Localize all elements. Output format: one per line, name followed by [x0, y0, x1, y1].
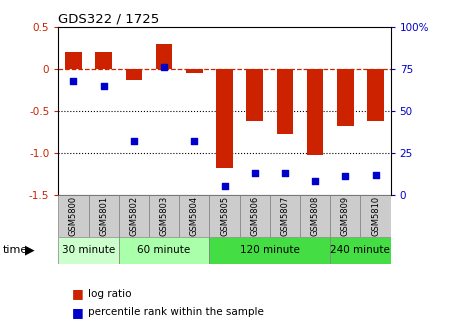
Point [191, 138, 198, 144]
Bar [156, 44, 172, 69]
Bar [209, 237, 330, 264]
Text: GSM5810: GSM5810 [371, 196, 380, 236]
Text: GSM5803: GSM5803 [159, 196, 168, 236]
Point [100, 83, 107, 88]
Bar [209, 195, 240, 237]
Bar [126, 69, 142, 80]
Point [342, 174, 349, 179]
Text: time: time [2, 245, 27, 255]
Bar [58, 195, 88, 237]
Point [312, 179, 319, 184]
Text: GSM5807: GSM5807 [281, 196, 290, 236]
Text: ■: ■ [72, 288, 84, 300]
Text: percentile rank within the sample: percentile rank within the sample [88, 307, 264, 318]
Text: GSM5805: GSM5805 [220, 196, 229, 236]
Text: ■: ■ [72, 306, 84, 319]
Bar [119, 195, 149, 237]
Point [221, 184, 228, 189]
Text: 120 minute: 120 minute [240, 245, 300, 255]
Text: log ratio: log ratio [88, 289, 131, 299]
Bar [65, 52, 82, 69]
Bar [330, 237, 391, 264]
Bar [361, 195, 391, 237]
Text: GSM5809: GSM5809 [341, 196, 350, 236]
Point [372, 172, 379, 177]
Point [160, 65, 167, 70]
Text: GDS322 / 1725: GDS322 / 1725 [58, 13, 160, 26]
Text: GSM5804: GSM5804 [190, 196, 199, 236]
Text: 240 minute: 240 minute [330, 245, 390, 255]
Bar [277, 69, 293, 134]
Bar [330, 195, 361, 237]
Bar [240, 195, 270, 237]
Text: GSM5806: GSM5806 [250, 196, 259, 236]
Bar [300, 195, 330, 237]
Bar [95, 52, 112, 69]
Bar [179, 195, 209, 237]
Bar [337, 69, 354, 126]
Point [130, 138, 137, 144]
Bar [119, 237, 209, 264]
Bar [367, 69, 384, 121]
Bar [58, 237, 119, 264]
Text: GSM5808: GSM5808 [311, 196, 320, 236]
Text: GSM5801: GSM5801 [99, 196, 108, 236]
Point [251, 170, 258, 176]
Text: 30 minute: 30 minute [62, 245, 115, 255]
Bar [270, 195, 300, 237]
Text: GSM5800: GSM5800 [69, 196, 78, 236]
Bar [186, 69, 202, 73]
Text: 60 minute: 60 minute [137, 245, 191, 255]
Bar [307, 69, 323, 155]
Text: ▶: ▶ [25, 244, 34, 257]
Point [282, 170, 289, 176]
Bar [88, 195, 119, 237]
Text: GSM5802: GSM5802 [129, 196, 138, 236]
Bar [247, 69, 263, 121]
Point [70, 78, 77, 83]
Bar [149, 195, 179, 237]
Bar [216, 69, 233, 168]
